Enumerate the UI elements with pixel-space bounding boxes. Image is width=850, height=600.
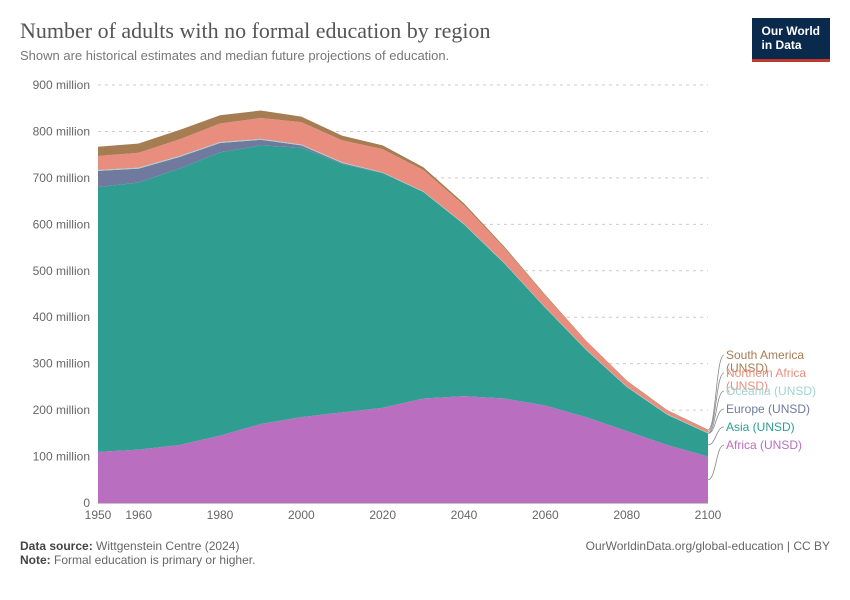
- note-label: Note:: [20, 553, 51, 567]
- x-tick-label: 2080: [613, 508, 640, 522]
- logo-line1: Our World: [762, 24, 820, 38]
- y-tick-label: 700 million: [33, 171, 90, 185]
- y-tick-label: 300 million: [33, 357, 90, 371]
- y-tick-label: 800 million: [33, 124, 90, 138]
- source-label: Data source:: [20, 539, 93, 553]
- owid-logo: Our World in Data: [752, 18, 830, 62]
- footer-left: Data source: Wittgenstein Centre (2024) …: [20, 539, 255, 567]
- x-tick-label: 2020: [369, 508, 396, 522]
- x-tick-label: 2100: [695, 508, 722, 522]
- y-tick-label: 900 million: [33, 78, 90, 92]
- source-value: Wittgenstein Centre (2024): [96, 539, 239, 553]
- x-tick-label: 2040: [451, 508, 478, 522]
- legend-label: Asia (UNSD): [726, 420, 795, 434]
- y-tick-label: 200 million: [33, 403, 90, 417]
- legend-label: Oceania (UNSD): [726, 384, 816, 398]
- chart-plot: 0100 million200 million300 million400 mi…: [20, 77, 830, 527]
- y-tick-label: 500 million: [33, 264, 90, 278]
- chart-subtitle: Shown are historical estimates and media…: [20, 48, 752, 63]
- x-tick-label: 2060: [532, 508, 559, 522]
- note-value: Formal education is primary or higher.: [54, 553, 255, 567]
- y-tick-label: 400 million: [33, 310, 90, 324]
- y-tick-label: 600 million: [33, 217, 90, 231]
- x-tick-label: 2000: [288, 508, 315, 522]
- x-tick-label: 1950: [85, 508, 112, 522]
- legend-label: Europe (UNSD): [726, 402, 810, 416]
- x-tick-label: 1960: [125, 508, 152, 522]
- chart-title: Number of adults with no formal educatio…: [20, 18, 752, 44]
- legend-label: Africa (UNSD): [726, 438, 802, 452]
- x-tick-label: 1980: [207, 508, 234, 522]
- logo-line2: in Data: [762, 38, 820, 52]
- y-tick-label: 100 million: [33, 450, 90, 464]
- footer-attribution: OurWorldinData.org/global-education | CC…: [586, 539, 830, 567]
